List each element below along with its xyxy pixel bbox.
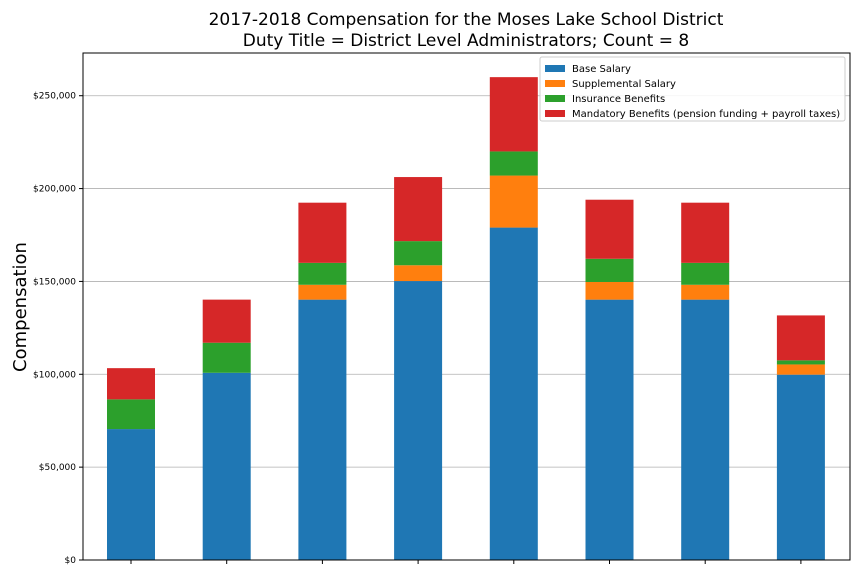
bar-segment-supplemental-salary (585, 281, 634, 300)
bar-segment-insurance-benefits (489, 151, 538, 176)
bar-segment-base-salary (202, 372, 251, 560)
bar-segment-supplemental-salary (298, 284, 347, 300)
bar-stacks (107, 77, 825, 561)
chart-title-line-1: 2017-2018 Compensation for the Moses Lak… (209, 10, 724, 30)
bar-segment-insurance-benefits (107, 399, 155, 430)
x-axis-ticks (130, 560, 802, 564)
bar-segment-base-salary (394, 281, 443, 560)
legend-swatch (545, 80, 565, 87)
y-tick-label: $50,000 (39, 463, 76, 473)
bar-segment-mandatory-benefits (489, 77, 538, 152)
legend-label: Mandatory Benefits (pension funding + pa… (572, 109, 840, 120)
legend-label: Supplemental Salary (572, 79, 676, 90)
bar-segment-mandatory-benefits (298, 202, 347, 263)
y-tick-label: $200,000 (33, 185, 76, 195)
bar-segment-base-salary (681, 299, 730, 560)
legend-swatch (545, 95, 565, 102)
bar-segment-mandatory-benefits (585, 199, 634, 259)
y-tick-label: $100,000 (33, 370, 76, 380)
bar-segment-supplemental-salary (489, 175, 538, 228)
bar-segment-base-salary (298, 299, 347, 560)
bar-segment-supplemental-salary (776, 364, 825, 375)
bar-segment-insurance-benefits (202, 342, 251, 373)
bar-segment-base-salary (489, 227, 538, 561)
legend-swatch (545, 65, 565, 72)
bar-segment-insurance-benefits (394, 241, 443, 266)
bar-segment-insurance-benefits (681, 262, 730, 285)
y-tick-label: $250,000 (33, 92, 76, 102)
y-tick-label: $150,000 (33, 277, 76, 287)
y-tick-label: $0 (65, 556, 77, 566)
bar-segment-base-salary (585, 299, 634, 560)
legend-swatch (545, 110, 565, 117)
bar-segment-supplemental-salary (681, 284, 730, 300)
bar-segment-mandatory-benefits (202, 299, 251, 343)
bar-segment-insurance-benefits (298, 262, 347, 285)
bar-segment-mandatory-benefits (394, 177, 443, 242)
legend-label: Insurance Benefits (572, 94, 665, 105)
bar-segment-mandatory-benefits (776, 315, 825, 361)
bar-segment-mandatory-benefits (681, 202, 730, 263)
plot-frame (82, 52, 851, 561)
bar-segment-mandatory-benefits (107, 368, 155, 400)
legend: Base Salary Supplemental Salary Insurance … (539, 56, 846, 122)
bar-segment-supplemental-salary (394, 265, 443, 282)
bar-segment-base-salary (107, 429, 155, 560)
legend-box (539, 56, 846, 122)
legend-label: Base Salary (572, 64, 631, 75)
bar-segment-insurance-benefits (776, 360, 825, 365)
bar-segment-insurance-benefits (585, 258, 634, 282)
grid-lines (83, 95, 850, 468)
chart-title-line-2: Duty Title = District Level Administrato… (243, 31, 689, 51)
bar-segment-base-salary (776, 374, 825, 560)
y-axis-label: Compensation (10, 242, 31, 372)
y-axis-ticks: $0 $50,000 $100,000 $150,000 $200,000 $250,00… (33, 92, 83, 566)
